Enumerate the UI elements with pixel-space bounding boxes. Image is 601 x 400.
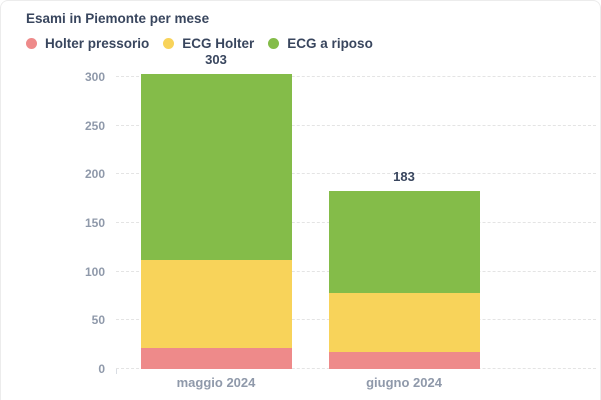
gridline <box>116 173 596 175</box>
x-axis-category-label: giugno 2024 <box>366 375 442 390</box>
bar-segment[interactable] <box>328 352 480 369</box>
y-axis-tick-label: 100 <box>84 264 105 279</box>
legend-circle-icon <box>268 38 280 49</box>
bar-segment[interactable] <box>140 347 292 369</box>
gridline <box>116 76 596 77</box>
bar-segment[interactable] <box>140 74 292 260</box>
bar-maggio-2024 <box>140 74 292 369</box>
x-axis-category-label: maggio 2024 <box>176 375 256 390</box>
y-axis-tick-label: 50 <box>91 313 105 328</box>
gridline <box>116 124 596 126</box>
bar-total-label: 183 <box>393 168 415 184</box>
bar-segment[interactable] <box>328 293 480 353</box>
legend-label: ECG Holter <box>182 36 255 51</box>
legend: Holter pressorio ECG Holter ECG a riposo <box>26 36 373 51</box>
bar-segment[interactable] <box>140 260 292 348</box>
legend-circle-icon <box>163 38 175 49</box>
legend-item[interactable]: Holter pressorio <box>26 36 149 51</box>
axis-tick <box>116 369 117 374</box>
legend-label: ECG a riposo <box>287 36 373 51</box>
y-axis-tick-label: 150 <box>84 216 105 230</box>
y-axis-tick-label: 300 <box>84 70 105 84</box>
bar-total-label: 303 <box>205 52 227 68</box>
plot-area: 0 50 100 150 200 250 300 303 maggio 2024 183 giugn… <box>85 52 596 390</box>
bar-giugno-2024 <box>328 190 480 369</box>
legend-item[interactable]: ECG a riposo <box>268 36 373 51</box>
legend-circle-icon <box>26 38 37 49</box>
legend-item[interactable]: ECG Holter <box>163 36 254 51</box>
chart-title: Esami in Piemonte per mese <box>26 11 210 26</box>
legend-label: Holter pressorio <box>45 36 150 51</box>
y-axis-tick-label: 250 <box>84 118 105 133</box>
y-axis-tick-label: 0 <box>98 362 105 376</box>
y-axis-tick-label: 200 <box>84 167 105 182</box>
bar-segment[interactable] <box>328 190 480 294</box>
